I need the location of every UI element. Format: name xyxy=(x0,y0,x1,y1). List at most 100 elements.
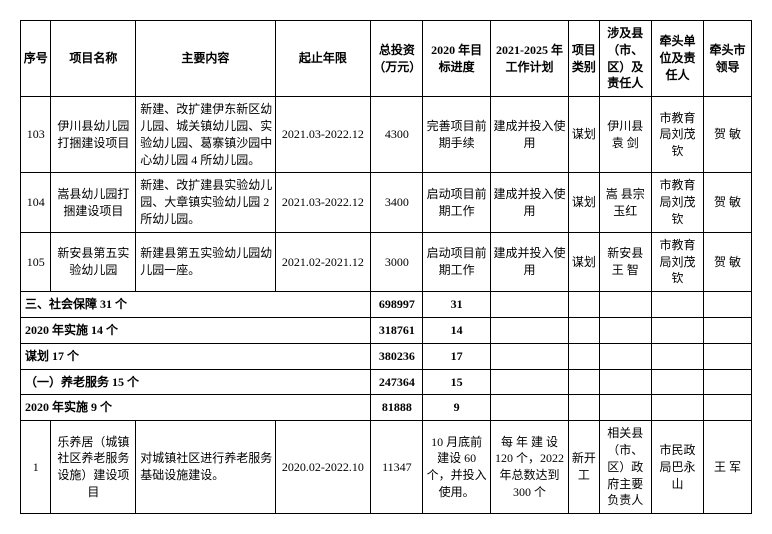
h-leader: 牵头市领导 xyxy=(704,21,752,97)
section-empty xyxy=(490,369,568,395)
cell-cat: 谋划 xyxy=(569,173,599,232)
cell-county: 嵩 县宗玉红 xyxy=(599,173,651,232)
table-row: 103伊川县幼儿园打捆建设项目新建、改扩建伊东新区幼儿园、城关镇幼儿园、实验幼儿… xyxy=(21,97,752,173)
section-prog: 14 xyxy=(423,317,490,343)
section-empty xyxy=(599,395,651,421)
section-label: （一）养老服务 15 个 xyxy=(21,369,371,395)
section-label: 三、社会保障 31 个 xyxy=(21,292,371,318)
section-empty xyxy=(704,369,752,395)
cell-leader: 贺 敏 xyxy=(704,97,752,173)
cell-leader: 贺 敏 xyxy=(704,173,752,232)
cell-name: 乐养居（城镇社区养老服务设施）建设项目 xyxy=(51,421,136,514)
h-cat: 项目类别 xyxy=(569,21,599,97)
cell-cat: 谋划 xyxy=(569,97,599,173)
cell-plan2021: 建成并投入使用 xyxy=(490,232,568,291)
section-empty xyxy=(490,343,568,369)
section-empty xyxy=(599,343,651,369)
table-row: 104嵩县幼儿园打捆建设项目新建、改扩建县实验幼儿园、大章镇实验幼儿园 2 所幼… xyxy=(21,173,752,232)
cell-leader: 王 军 xyxy=(704,421,752,514)
section-prog: 17 xyxy=(423,343,490,369)
section-invest: 698997 xyxy=(371,292,423,318)
section-invest: 380236 xyxy=(371,343,423,369)
cell-period: 2021.03-2022.12 xyxy=(275,97,371,173)
section-invest: 318761 xyxy=(371,317,423,343)
cell-period: 2020.02-2022.10 xyxy=(275,421,371,514)
section-empty xyxy=(490,395,568,421)
h-prog2020: 2020 年目标进度 xyxy=(423,21,490,97)
section-row: 三、社会保障 31 个69899731 xyxy=(21,292,752,318)
section-label: 2020 年实施 14 个 xyxy=(21,317,371,343)
h-county: 涉及县（市、区）及责任人 xyxy=(599,21,651,97)
section-label: 谋划 17 个 xyxy=(21,343,371,369)
cell-prog2020: 启动项目前期工作 xyxy=(423,173,490,232)
cell-seq: 105 xyxy=(21,232,51,291)
section-empty xyxy=(599,292,651,318)
cell-prog2020: 10 月底前建设 60 个，并投入使用。 xyxy=(423,421,490,514)
section-empty xyxy=(704,395,752,421)
cell-plan2021: 建成并投入使用 xyxy=(490,173,568,232)
cell-invest: 4300 xyxy=(371,97,423,173)
section-empty xyxy=(704,343,752,369)
cell-county: 新安县王 智 xyxy=(599,232,651,291)
cell-prog2020: 完善项目前期手续 xyxy=(423,97,490,173)
section-empty xyxy=(490,317,568,343)
section-label: 2020 年实施 9 个 xyxy=(21,395,371,421)
h-lead: 牵头单位及责任人 xyxy=(651,21,703,97)
section-empty xyxy=(651,343,703,369)
section-row: 2020 年实施 14 个31876114 xyxy=(21,317,752,343)
h-name: 项目名称 xyxy=(51,21,136,97)
table-row: 105新安县第五实验幼儿园新建县第五实验幼儿园幼儿园一座。2021.02-202… xyxy=(21,232,752,291)
cell-name: 新安县第五实验幼儿园 xyxy=(51,232,136,291)
cell-cat: 新开工 xyxy=(569,421,599,514)
section-empty xyxy=(569,369,599,395)
section-prog: 15 xyxy=(423,369,490,395)
section-empty xyxy=(569,292,599,318)
h-period: 起止年限 xyxy=(275,21,371,97)
cell-content: 新建、改扩建伊东新区幼儿园、城关镇幼儿园、实验幼儿园、葛寨镇沙园中心幼儿园 4 … xyxy=(136,97,275,173)
section-row: 谋划 17 个38023617 xyxy=(21,343,752,369)
table-row: 1乐养居（城镇社区养老服务设施）建设项目对城镇社区进行养老服务基础设施建设。20… xyxy=(21,421,752,514)
cell-content: 新建县第五实验幼儿园幼儿园一座。 xyxy=(136,232,275,291)
cell-content: 对城镇社区进行养老服务基础设施建设。 xyxy=(136,421,275,514)
cell-plan2021: 建成并投入使用 xyxy=(490,97,568,173)
section-empty xyxy=(599,317,651,343)
cell-county: 相关县（市、区）政府主要负责人 xyxy=(599,421,651,514)
cell-plan2021: 每 年 建 设120 个，2022年总数达到300 个 xyxy=(490,421,568,514)
section-empty xyxy=(651,317,703,343)
section-invest: 247364 xyxy=(371,369,423,395)
h-seq: 序号 xyxy=(21,21,51,97)
section-empty xyxy=(704,317,752,343)
h-plan2021: 2021-2025 年工作计划 xyxy=(490,21,568,97)
section-prog: 31 xyxy=(423,292,490,318)
section-empty xyxy=(704,292,752,318)
cell-invest: 11347 xyxy=(371,421,423,514)
section-empty xyxy=(569,343,599,369)
cell-lead: 市教育局刘茂钦 xyxy=(651,97,703,173)
cell-prog2020: 启动项目前期工作 xyxy=(423,232,490,291)
cell-name: 伊川县幼儿园打捆建设项目 xyxy=(51,97,136,173)
h-invest: 总投资（万元） xyxy=(371,21,423,97)
section-row: （一）养老服务 15 个24736415 xyxy=(21,369,752,395)
cell-county: 伊川县袁 剑 xyxy=(599,97,651,173)
cell-name: 嵩县幼儿园打捆建设项目 xyxy=(51,173,136,232)
cell-period: 2021.03-2022.12 xyxy=(275,173,371,232)
cell-lead: 市民政局巴永山 xyxy=(651,421,703,514)
cell-cat: 谋划 xyxy=(569,232,599,291)
section-empty xyxy=(599,369,651,395)
section-empty xyxy=(569,317,599,343)
cell-period: 2021.02-2021.12 xyxy=(275,232,371,291)
section-empty xyxy=(651,395,703,421)
cell-leader: 贺 敏 xyxy=(704,232,752,291)
cell-content: 新建、改扩建县实验幼儿园、大章镇实验幼儿园 2 所幼儿园。 xyxy=(136,173,275,232)
cell-seq: 103 xyxy=(21,97,51,173)
section-invest: 81888 xyxy=(371,395,423,421)
cell-seq: 1 xyxy=(21,421,51,514)
section-empty xyxy=(651,292,703,318)
section-prog: 9 xyxy=(423,395,490,421)
cell-seq: 104 xyxy=(21,173,51,232)
cell-invest: 3000 xyxy=(371,232,423,291)
section-row: 2020 年实施 9 个818889 xyxy=(21,395,752,421)
section-empty xyxy=(651,369,703,395)
cell-lead: 市教育局刘茂钦 xyxy=(651,173,703,232)
project-table: 序号 项目名称 主要内容 起止年限 总投资（万元） 2020 年目标进度 202… xyxy=(20,20,752,514)
